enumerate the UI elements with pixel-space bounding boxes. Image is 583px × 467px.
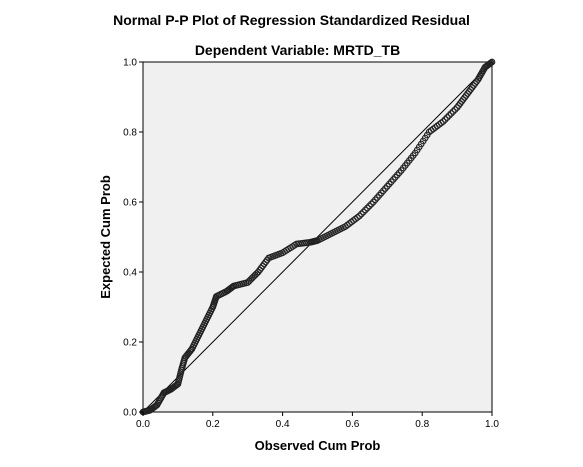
x-tick-label: 0.4 <box>276 419 290 430</box>
data-point <box>487 59 495 67</box>
y-tick-label: 0.0 <box>123 408 137 419</box>
data-point <box>439 118 447 125</box>
data-point <box>362 206 369 214</box>
chart-title: Normal P-P Plot of Regression Standardiz… <box>113 12 470 28</box>
data-point <box>441 116 449 123</box>
data-point <box>447 110 455 117</box>
data-point <box>356 212 363 220</box>
data-point <box>445 112 453 119</box>
data-point <box>368 200 375 208</box>
axes-group: 0.0 0.2 0.4 0.6 0.8 1.0 0.0 0.2 0.4 0.6 0.8 1.0 <box>123 58 499 431</box>
chart-subtitle: Dependent Variable: MRTD_TB <box>194 42 401 58</box>
x-tick-label: 1.0 <box>485 419 499 430</box>
y-tick-label: 0.4 <box>123 268 137 279</box>
x-axis-label: Observed Cum Prob <box>255 438 381 453</box>
data-point <box>443 114 451 121</box>
data-point <box>366 202 373 210</box>
y-tick-label: 1.0 <box>123 58 137 69</box>
data-point <box>449 108 457 115</box>
data-point <box>360 208 367 216</box>
x-tick-label: 0.0 <box>136 419 150 430</box>
data-point <box>488 58 496 66</box>
y-axis-label: Expected Cum Prob <box>98 175 113 299</box>
y-tick-label: 0.2 <box>123 338 137 349</box>
data-point <box>451 106 459 113</box>
y-tick-label: 0.8 <box>123 128 137 139</box>
data-point <box>358 210 365 218</box>
y-tick-label: 0.6 <box>123 198 137 209</box>
marker-group <box>139 58 496 416</box>
data-point <box>364 204 371 212</box>
x-tick-label: 0.8 <box>415 419 429 430</box>
x-tick-label: 0.2 <box>206 419 220 430</box>
x-tick-label: 0.6 <box>345 419 359 430</box>
